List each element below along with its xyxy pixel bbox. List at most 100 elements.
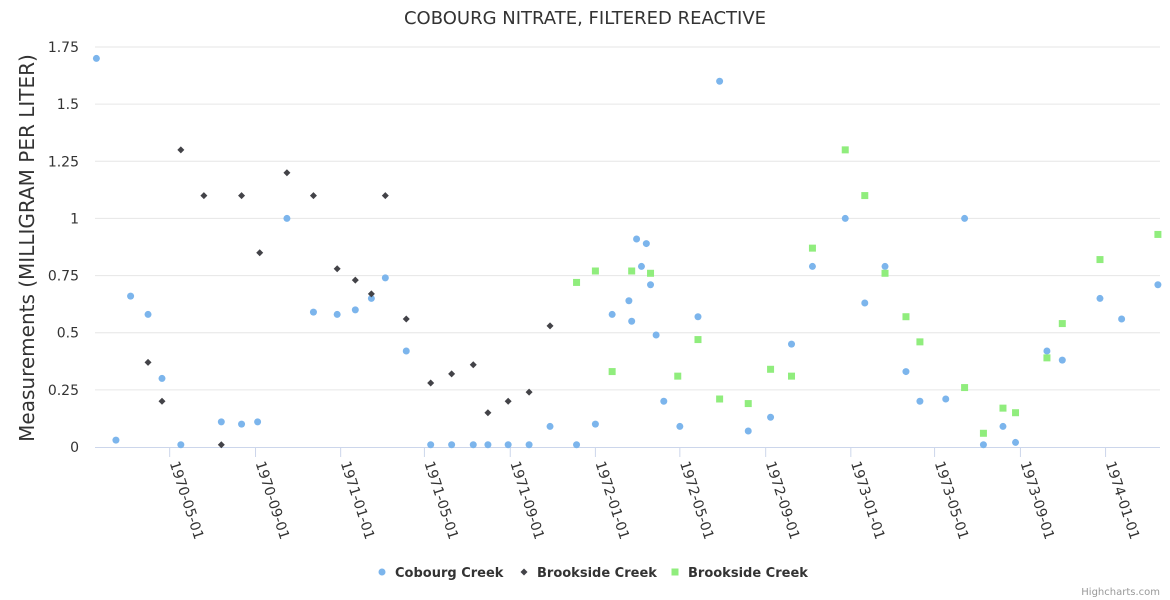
data-point[interactable] [448,370,456,378]
data-point[interactable] [381,274,389,282]
data-point[interactable] [484,441,492,449]
data-point[interactable] [144,358,152,366]
data-point[interactable] [625,297,633,305]
data-point[interactable] [788,372,796,380]
data-point[interactable] [469,361,477,369]
data-point[interactable] [427,379,435,387]
data-point[interactable] [469,441,477,449]
data-point[interactable] [177,146,185,154]
data-point[interactable] [546,322,554,330]
data-point[interactable] [881,269,889,277]
data-point[interactable] [942,395,950,403]
data-point[interactable] [283,214,291,222]
data-point[interactable] [902,368,910,376]
data-point[interactable] [217,418,225,426]
data-point[interactable] [158,397,166,405]
data-point[interactable] [881,262,889,270]
data-point[interactable] [694,313,702,321]
data-point[interactable] [591,420,599,428]
data-point[interactable] [716,77,724,85]
data-point[interactable] [402,347,410,355]
data-point[interactable] [652,331,660,339]
data-point[interactable] [127,292,135,300]
data-point[interactable] [808,262,816,270]
data-point[interactable] [427,441,435,449]
legend-item[interactable]: Cobourg Creek [378,566,504,581]
data-point[interactable] [573,441,581,449]
data-point[interactable] [309,308,317,316]
data-point[interactable] [637,262,645,270]
data-point[interactable] [367,294,375,302]
data-point[interactable] [841,214,849,222]
data-point[interactable] [861,192,869,200]
data-point[interactable] [256,249,264,257]
data-point[interactable] [647,281,655,289]
data-point[interactable] [1154,230,1162,238]
data-point[interactable] [448,441,456,449]
data-point[interactable] [861,299,869,307]
data-point[interactable] [1154,281,1162,289]
data-point[interactable] [1058,356,1066,364]
data-point[interactable] [633,235,641,243]
data-point[interactable] [1058,320,1066,328]
data-point[interactable] [628,267,636,275]
data-point[interactable] [608,310,616,318]
data-point[interactable] [788,340,796,348]
data-point[interactable] [1118,315,1126,323]
data-point[interactable] [591,267,599,275]
data-point[interactable] [177,441,185,449]
data-point[interactable] [333,310,341,318]
credits-link[interactable]: Highcharts.com [1081,587,1160,598]
data-point[interactable] [504,397,512,405]
data-point[interactable] [694,336,702,344]
data-point[interactable] [351,276,359,284]
data-point[interactable] [716,395,724,403]
legend-item[interactable]: Brookside Creek [671,566,809,581]
data-point[interactable] [333,265,341,273]
data-point[interactable] [1043,347,1051,355]
data-point[interactable] [158,374,166,382]
data-point[interactable] [660,397,668,405]
data-point[interactable] [999,422,1007,430]
data-point[interactable] [841,146,849,154]
data-point[interactable] [676,422,684,430]
data-point[interactable] [238,192,246,200]
data-point[interactable] [642,240,650,248]
data-point[interactable] [525,388,533,396]
data-point[interactable] [979,429,987,437]
data-point[interactable] [112,436,120,444]
data-point[interactable] [309,192,317,200]
legend-item[interactable]: Brookside Creek [520,566,658,581]
data-point[interactable] [1012,409,1020,417]
data-point[interactable] [767,365,775,373]
data-point[interactable] [916,338,924,346]
data-point[interactable] [961,384,969,392]
data-point[interactable] [484,409,492,417]
data-point[interactable] [525,441,533,449]
data-point[interactable] [674,372,682,380]
data-point[interactable] [573,278,581,286]
data-point[interactable] [504,441,512,449]
data-point[interactable] [92,54,100,62]
data-point[interactable] [628,317,636,325]
data-point[interactable] [647,269,655,277]
data-point[interactable] [608,368,616,376]
data-point[interactable] [767,413,775,421]
data-point[interactable] [402,315,410,323]
data-point[interactable] [254,418,262,426]
data-point[interactable] [1012,438,1020,446]
data-point[interactable] [961,214,969,222]
data-point[interactable] [999,404,1007,412]
data-point[interactable] [351,306,359,314]
data-point[interactable] [902,313,910,321]
data-point[interactable] [200,192,208,200]
data-point[interactable] [1096,256,1104,264]
data-point[interactable] [217,441,225,449]
data-point[interactable] [744,400,752,408]
data-point[interactable] [283,169,291,177]
data-point[interactable] [546,422,554,430]
data-point[interactable] [808,244,816,252]
data-point[interactable] [1096,294,1104,302]
data-point[interactable] [979,441,987,449]
data-point[interactable] [238,420,246,428]
